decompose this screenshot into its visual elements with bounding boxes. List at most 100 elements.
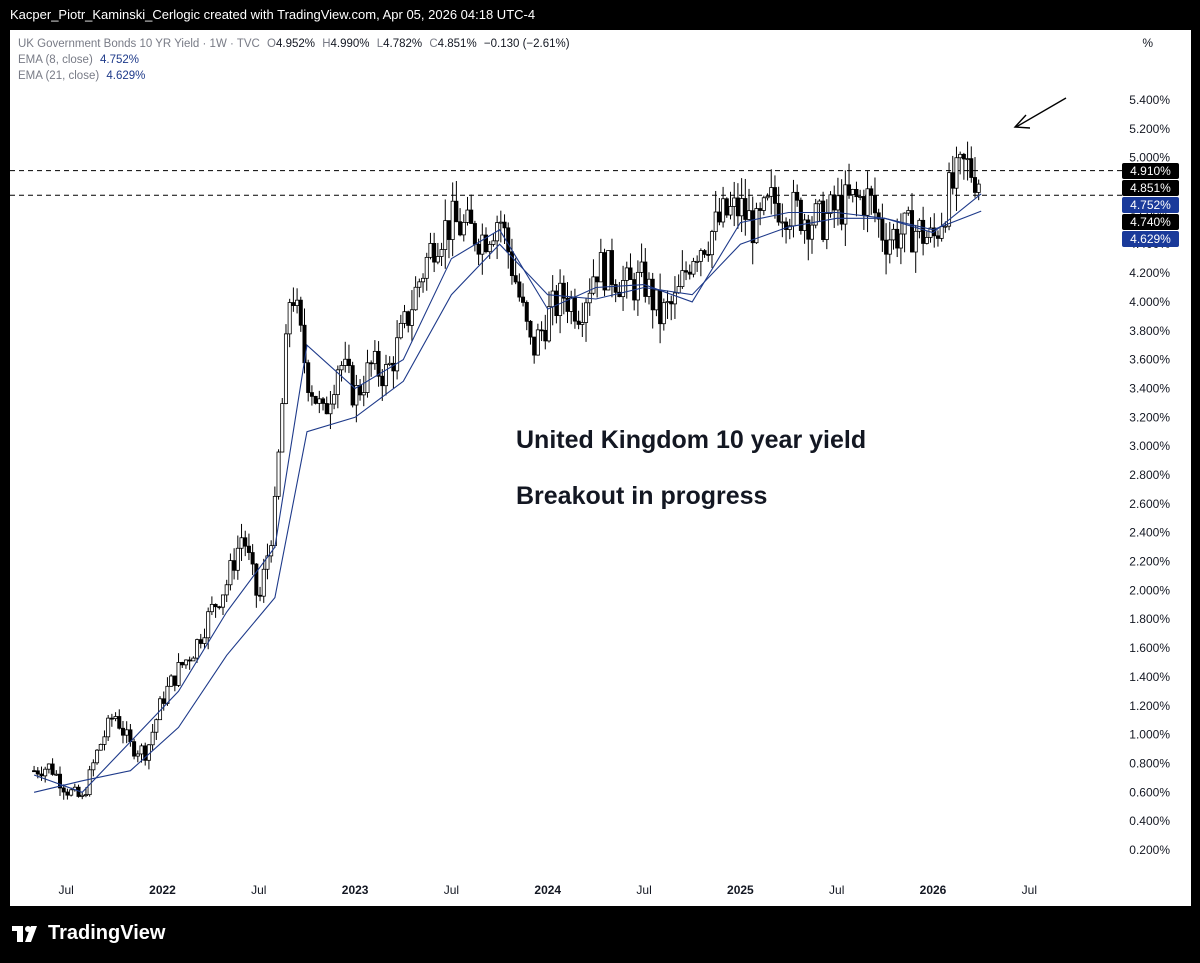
- candle-down: [32, 770, 37, 773]
- candle-down: [258, 594, 263, 597]
- candle-down: [469, 209, 474, 224]
- chart-legend: UK Government Bonds 10 YR Yield · 1W · T…: [18, 36, 570, 84]
- candle-down: [613, 284, 618, 293]
- candle-up: [535, 329, 540, 356]
- candle-up: [261, 568, 266, 597]
- axis-unit-label[interactable]: %: [1142, 36, 1153, 50]
- candle-up: [906, 210, 911, 214]
- candle-down: [595, 276, 600, 283]
- candle-down: [458, 221, 463, 236]
- candle-up: [850, 188, 855, 196]
- candle-down: [109, 717, 114, 720]
- candle-up: [780, 221, 785, 224]
- candle-up: [891, 228, 896, 241]
- x-tick-label: 2022: [149, 883, 176, 897]
- candle-down: [369, 362, 374, 365]
- candle-down: [321, 398, 326, 404]
- candle-up: [680, 270, 685, 287]
- candle-down: [120, 727, 125, 736]
- candle-down: [565, 297, 570, 312]
- candle-down: [517, 281, 522, 298]
- candle-up: [343, 358, 348, 366]
- candle-up: [943, 225, 948, 228]
- y-tick-label: 2.000%: [1129, 583, 1170, 597]
- symbol-title[interactable]: UK Government Bonds 10 YR Yield · 1W · T…: [18, 38, 260, 50]
- candle-down: [406, 311, 411, 326]
- legend-symbol-row[interactable]: UK Government Bonds 10 YR Yield · 1W · T…: [18, 36, 570, 52]
- ema8-value: 4.752%: [99, 54, 139, 66]
- candle-down: [376, 350, 381, 377]
- candle-down: [706, 253, 711, 256]
- candle-down: [876, 212, 881, 220]
- candle-down: [432, 243, 437, 263]
- y-tick-label: 3.400%: [1129, 381, 1170, 395]
- candle-down: [502, 221, 507, 229]
- candle-down: [298, 299, 303, 326]
- candle-down: [772, 187, 777, 204]
- candle-down: [750, 210, 755, 244]
- candle-down: [758, 208, 763, 211]
- x-tick-label: Jul: [444, 883, 459, 897]
- candle-up: [754, 208, 759, 244]
- candle-up: [606, 250, 611, 291]
- candle-down: [643, 261, 648, 297]
- candle-down: [506, 227, 511, 253]
- x-tick-label: Jul: [59, 883, 74, 897]
- candle-down: [254, 563, 259, 596]
- candle-up: [732, 197, 737, 207]
- candle-up: [102, 736, 107, 745]
- candle-up: [550, 290, 555, 308]
- candle-down: [472, 223, 477, 245]
- ema21-value: 4.629%: [106, 70, 146, 82]
- candle-up: [276, 451, 281, 497]
- footer-bar: TradingView: [0, 906, 1200, 963]
- price-chart[interactable]: 0.200% 0.400% 0.600% 0.800% 1.000% 1.200% 1.40…: [10, 30, 1191, 906]
- candle-down: [628, 267, 633, 280]
- candle-down: [324, 403, 329, 415]
- candle-up: [654, 289, 659, 311]
- candle-down: [217, 606, 222, 609]
- legend-ema8-row[interactable]: EMA (8, close) 4.752%: [18, 52, 570, 68]
- y-tick-label: 0.600%: [1129, 785, 1170, 799]
- candle-up: [813, 203, 818, 226]
- candle-up: [80, 794, 85, 797]
- candle-down: [346, 358, 351, 366]
- candle-up: [154, 719, 159, 733]
- candle-down: [50, 763, 55, 775]
- legend-ema21-row[interactable]: EMA (21, close) 4.629%: [18, 68, 570, 84]
- chart-panel[interactable]: 0.200% 0.400% 0.600% 0.800% 1.000% 1.200% 1.40…: [10, 30, 1191, 906]
- x-tick-label: Jul: [251, 883, 266, 897]
- candle-down: [539, 329, 544, 332]
- candle-up: [487, 243, 492, 253]
- candle-down: [576, 320, 581, 325]
- candle-up: [387, 362, 392, 365]
- candle-up: [87, 769, 92, 796]
- candle-up: [965, 158, 970, 161]
- credit-line: Kacper_Piotr_Kaminski_Cerlogic created w…: [10, 7, 536, 22]
- tradingview-logo[interactable]: TradingView: [12, 922, 165, 945]
- candle-up: [424, 256, 429, 279]
- candle-up: [372, 350, 377, 365]
- candle-down: [935, 235, 940, 239]
- candle-up: [46, 763, 51, 770]
- candle-up: [283, 333, 288, 404]
- y-tick-label: 0.400%: [1129, 814, 1170, 828]
- candle-down: [872, 195, 877, 214]
- candle-up: [721, 198, 726, 223]
- candle-down: [702, 250, 707, 255]
- candle-down: [180, 662, 185, 666]
- candle-up: [802, 219, 807, 231]
- candle-up: [558, 282, 563, 317]
- candle-up: [809, 224, 814, 240]
- candle-up: [54, 773, 59, 776]
- y-tick-label: 3.200%: [1129, 410, 1170, 424]
- candle-up: [580, 322, 585, 325]
- candle-up: [450, 200, 455, 240]
- ema8-label: EMA (8, close): [18, 54, 93, 66]
- candle-up: [383, 364, 388, 387]
- candle-down: [509, 251, 514, 277]
- y-tick-label: 5.000%: [1129, 151, 1170, 165]
- candle-down: [39, 773, 44, 777]
- candle-down: [832, 194, 837, 211]
